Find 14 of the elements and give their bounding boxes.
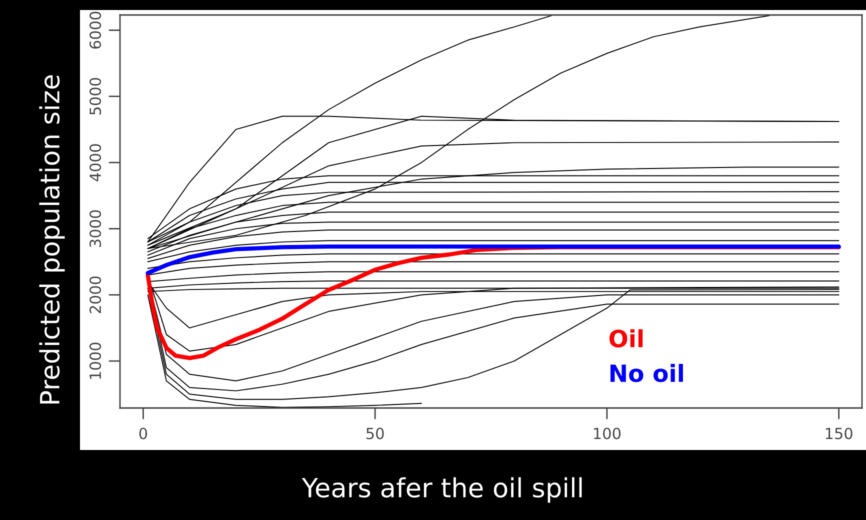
x-axis-title: Years afer the oil spill: [302, 477, 582, 503]
y-tick-label: 2000: [90, 276, 102, 314]
y-tick-label: 1000: [90, 342, 102, 379]
x-tick-label: 150: [826, 428, 852, 440]
y-tick-label: 4000: [90, 144, 102, 182]
text: Oil: [609, 329, 643, 348]
x-tick-label: 100: [594, 428, 621, 440]
x-tick-label: 0: [139, 428, 148, 440]
text: No oil: [610, 364, 683, 382]
x-tick-label: 50: [366, 428, 384, 440]
y-tick-label: 6000: [90, 12, 102, 49]
y-tick-label: 3000: [90, 210, 102, 247]
y-axis-title: Predicted population size: [39, 75, 65, 404]
y-tick-label: 5000: [90, 78, 102, 115]
